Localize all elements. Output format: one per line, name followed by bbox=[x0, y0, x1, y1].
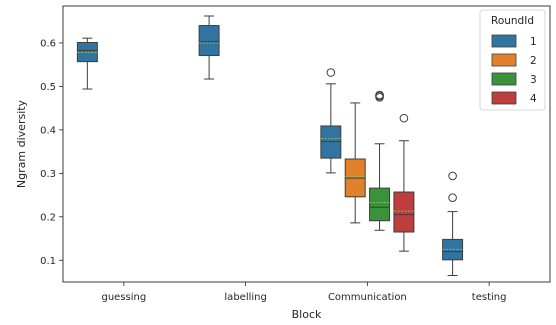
plot-frame bbox=[62, 5, 551, 283]
box-body bbox=[369, 187, 391, 222]
y-axis-label: Ngram diversity bbox=[15, 99, 28, 188]
outlier-point bbox=[326, 68, 336, 77]
legend-label-4: 4 bbox=[530, 93, 537, 105]
x-tick-label: Communication bbox=[328, 292, 407, 303]
y-tick-label: 0.6 bbox=[40, 38, 56, 49]
outlier-point bbox=[448, 193, 457, 202]
legend-label-3: 3 bbox=[530, 74, 537, 86]
box-communication-round-1 bbox=[320, 68, 342, 174]
legend: RoundId 1 2 3 4 bbox=[479, 9, 546, 111]
outlier-point bbox=[375, 90, 384, 100]
box-testing-round-1 bbox=[442, 171, 464, 276]
legend-swatch-3 bbox=[491, 72, 517, 86]
box-body bbox=[442, 238, 464, 261]
y-tick-label: 0.2 bbox=[40, 212, 56, 223]
outlier-point bbox=[448, 171, 457, 181]
legend-swatch-1 bbox=[491, 34, 517, 48]
y-tick-label: 0.5 bbox=[40, 82, 56, 93]
y-tick-label: 0.3 bbox=[40, 169, 56, 180]
box-communication-round-3 bbox=[369, 90, 391, 231]
box-communication-round-4 bbox=[393, 113, 415, 252]
y-tick-label: 0.1 bbox=[40, 256, 56, 267]
y-tick-label: 0.4 bbox=[40, 125, 56, 136]
box-communication-round-2 bbox=[344, 102, 366, 224]
box-labelling-round-1 bbox=[198, 15, 220, 80]
box-guessing-round-1 bbox=[76, 37, 98, 90]
box-body bbox=[198, 25, 220, 57]
box-body bbox=[393, 191, 415, 233]
legend-swatch-4 bbox=[491, 91, 517, 105]
outlier-point bbox=[399, 113, 409, 123]
box-body bbox=[76, 42, 98, 63]
legend-title: RoundId bbox=[491, 15, 534, 27]
x-axis-label: Block bbox=[292, 308, 322, 321]
legend-swatch-2 bbox=[491, 53, 517, 67]
x-tick-label: guessing bbox=[102, 292, 147, 303]
legend-label-1: 1 bbox=[530, 36, 537, 48]
x-tick-label: labelling bbox=[224, 292, 266, 303]
legend-label-2: 2 bbox=[530, 55, 537, 67]
x-tick-label: testing bbox=[472, 292, 507, 303]
